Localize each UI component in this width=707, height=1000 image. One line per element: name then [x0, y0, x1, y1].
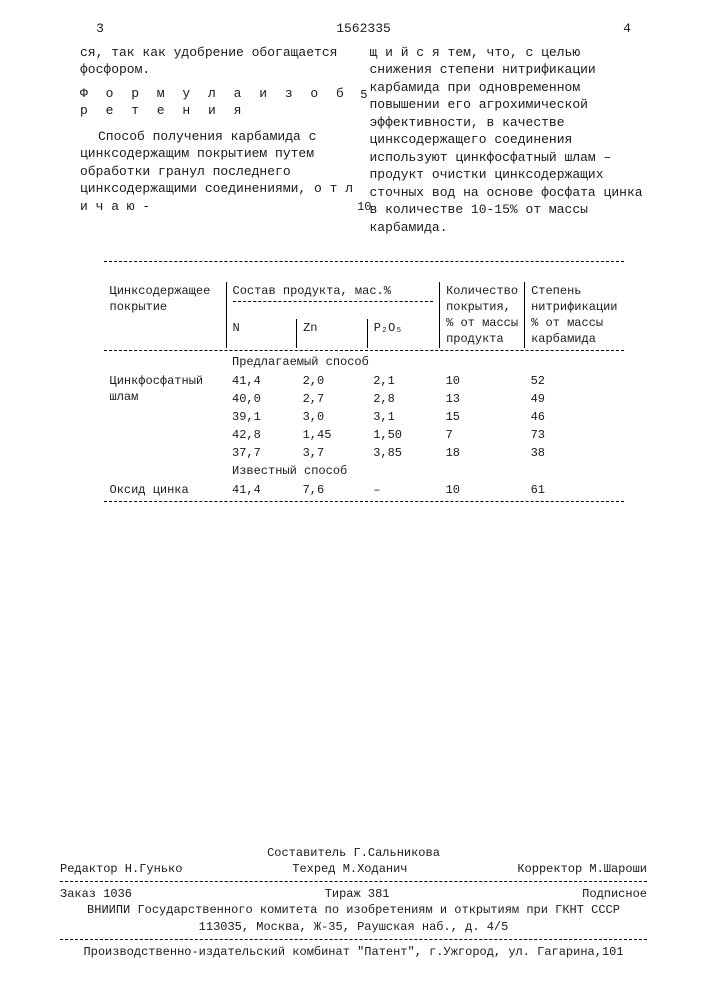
- right-paragraph-1: щ и й с я тем, что, с целью снижения сте…: [370, 44, 648, 237]
- formula-heading: Ф о р м у л а и з о б р е т е н и я: [80, 86, 349, 119]
- section-proposed: Предлагаемый способ: [226, 353, 624, 371]
- org: ВНИИПИ Государственного комитета по изоб…: [60, 902, 647, 918]
- coating-proposed: Цинкфосфатный шлам: [104, 372, 227, 463]
- th-zn: Zn: [297, 319, 368, 348]
- compiler: Составитель Г.Сальникова: [60, 845, 647, 861]
- table-row: Оксид цинка 41,47,6–1061: [104, 481, 624, 499]
- coating-known: Оксид цинка: [104, 481, 227, 499]
- table-row: Цинкфосфатный шлам 41,42,02,11052: [104, 372, 624, 390]
- data-table: Цинксодержащее покрытие Состав продукта,…: [104, 282, 624, 504]
- column-left: ся, так как удобрение обогащается фосфор…: [80, 44, 358, 241]
- page-number-right: 4: [607, 20, 647, 38]
- imprint-footer: Составитель Г.Сальникова Редактор Н.Гунь…: [60, 845, 647, 960]
- page-number-left: 3: [80, 20, 120, 38]
- addr2: Производственно-издательский комбинат "П…: [60, 944, 647, 960]
- th-n: N: [226, 319, 297, 348]
- section-known: Известный способ: [226, 462, 624, 480]
- th-nitr: Степень нитрификации % от массы карбамид…: [525, 282, 624, 349]
- th-coating: Цинксодержащее покрытие: [104, 282, 227, 349]
- column-right: щ и й с я тем, что, с целью снижения сте…: [370, 44, 648, 241]
- order: Заказ 1036: [60, 886, 132, 902]
- th-composition: Состав продукта, мас.%: [226, 282, 440, 319]
- addr1: 113035, Москва, Ж-35, Раушская наб., д. …: [60, 919, 647, 935]
- subscr: Подписное: [582, 886, 647, 902]
- patent-number: 1562335: [304, 20, 424, 38]
- tirage: Тираж 381: [325, 886, 390, 902]
- techred: Техред М.Ходанич: [292, 861, 407, 877]
- th-qty: Количество покрытия, % от массы продукта: [440, 282, 525, 349]
- left-paragraph-2: Способ получения карбамида с цинксодержа…: [80, 129, 353, 214]
- left-paragraph-1: ся, так как удобрение обогащается фосфор…: [80, 44, 358, 79]
- th-p2o5: P₂O₅: [367, 319, 439, 348]
- data-table-wrap: Цинксодержащее покрытие Состав продукта,…: [80, 261, 647, 504]
- corrector: Корректор М.Шароши: [517, 861, 647, 877]
- editor: Редактор Н.Гунько: [60, 861, 182, 877]
